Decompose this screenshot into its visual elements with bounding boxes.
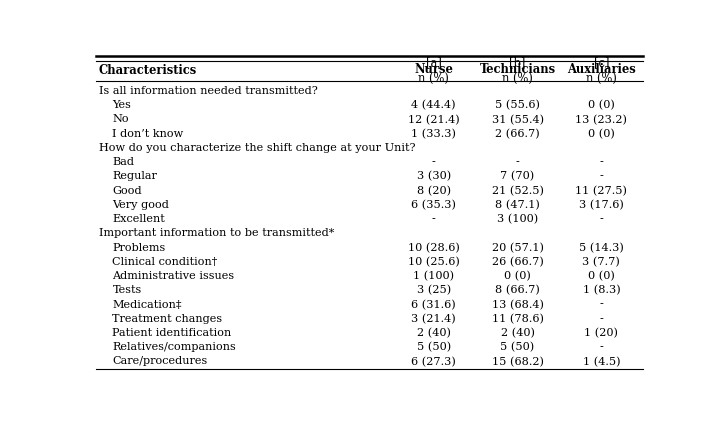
Text: Technicians: Technicians [479,63,556,76]
Text: -: - [600,342,603,352]
Text: n (%): n (%) [586,72,617,85]
Text: 2 (66.7): 2 (66.7) [495,129,540,139]
Text: Treatment changes: Treatment changes [112,314,223,324]
Text: 0 (0): 0 (0) [504,271,531,281]
Text: 4 (44.4): 4 (44.4) [412,100,456,110]
Text: 5 (50): 5 (50) [500,342,535,353]
Text: Characteristics: Characteristics [99,64,197,77]
Text: 5 (14.3): 5 (14.3) [579,243,624,253]
Text: 10 (25.6): 10 (25.6) [408,257,460,267]
Text: n (%): n (%) [502,72,533,85]
Text: 13 (23.2): 13 (23.2) [575,114,627,125]
Text: 3 (21.4): 3 (21.4) [412,314,456,324]
Text: 6 (35.3): 6 (35.3) [411,200,456,210]
Text: -: - [600,157,603,167]
Text: -: - [600,214,603,224]
Text: No: No [112,114,129,125]
Text: 0 (0): 0 (0) [588,100,615,110]
Text: Relatives/companions: Relatives/companions [112,342,236,352]
Text: Patient identification: Patient identification [112,328,231,338]
Text: -: - [600,314,603,324]
Text: 12 (21.4): 12 (21.4) [408,114,460,125]
Text: 3 (25): 3 (25) [417,285,451,296]
Text: Clinical condition†: Clinical condition† [112,257,218,267]
Text: 0 (0): 0 (0) [588,129,615,139]
Text: I don’t know: I don’t know [112,129,184,139]
Text: 11 (27.5): 11 (27.5) [575,186,627,196]
Text: 1 (8.3): 1 (8.3) [583,285,620,296]
Text: Yes: Yes [112,100,131,110]
Text: 1 (100): 1 (100) [413,271,454,281]
Text: [a]: [a] [426,56,442,69]
Text: 0 (0): 0 (0) [588,271,615,281]
Text: 13 (68.4): 13 (68.4) [492,300,544,310]
Text: 31 (55.4): 31 (55.4) [492,114,544,125]
Text: Administrative issues: Administrative issues [112,271,234,281]
Text: -: - [600,171,603,181]
Text: 2 (40): 2 (40) [417,328,451,338]
Text: Auxiliaries: Auxiliaries [567,63,636,76]
Text: Is all information needed transmitted?: Is all information needed transmitted? [99,86,317,96]
Text: [c]: [c] [593,56,609,69]
Text: Good: Good [112,186,142,196]
Text: 8 (47.1): 8 (47.1) [495,200,540,210]
Text: 3 (17.6): 3 (17.6) [579,200,624,210]
Text: Excellent: Excellent [112,214,165,224]
Text: Tests: Tests [112,285,142,295]
Text: 3 (30): 3 (30) [417,171,451,182]
Text: 26 (66.7): 26 (66.7) [492,257,544,267]
Text: Important information to be transmitted*: Important information to be transmitted* [99,228,334,238]
Text: Nurse: Nurse [415,63,454,76]
Text: Bad: Bad [112,157,135,167]
Text: -: - [432,214,435,224]
Text: Very good: Very good [112,200,169,210]
Text: 7 (70): 7 (70) [500,171,535,182]
Text: Problems: Problems [112,243,166,252]
Text: 6 (27.3): 6 (27.3) [412,357,456,367]
Text: 6 (31.6): 6 (31.6) [412,300,456,310]
Text: 8 (66.7): 8 (66.7) [495,285,540,296]
Text: 3 (100): 3 (100) [497,214,538,224]
Text: 3 (7.7): 3 (7.7) [583,257,620,267]
Text: 5 (55.6): 5 (55.6) [495,100,540,110]
Text: How do you characterize the shift change at your Unit?: How do you characterize the shift change… [99,143,415,153]
Text: 1 (4.5): 1 (4.5) [583,357,620,367]
Text: 11 (78.6): 11 (78.6) [492,314,544,324]
Text: [b]: [b] [510,56,526,69]
Text: 1 (33.3): 1 (33.3) [411,129,456,139]
Text: 15 (68.2): 15 (68.2) [492,357,544,367]
Text: 5 (50): 5 (50) [417,342,451,353]
Text: Regular: Regular [112,171,157,181]
Text: 21 (52.5): 21 (52.5) [492,186,544,196]
Text: n (%): n (%) [418,72,449,85]
Text: Medication‡: Medication‡ [112,300,182,309]
Text: 8 (20): 8 (20) [417,186,451,196]
Text: 20 (57.1): 20 (57.1) [492,243,544,253]
Text: -: - [516,157,519,167]
Text: 1 (20): 1 (20) [585,328,619,338]
Text: -: - [600,300,603,309]
Text: 2 (40): 2 (40) [500,328,534,338]
Text: Care/procedures: Care/procedures [112,357,208,366]
Text: 10 (28.6): 10 (28.6) [408,243,460,253]
Text: -: - [432,157,435,167]
